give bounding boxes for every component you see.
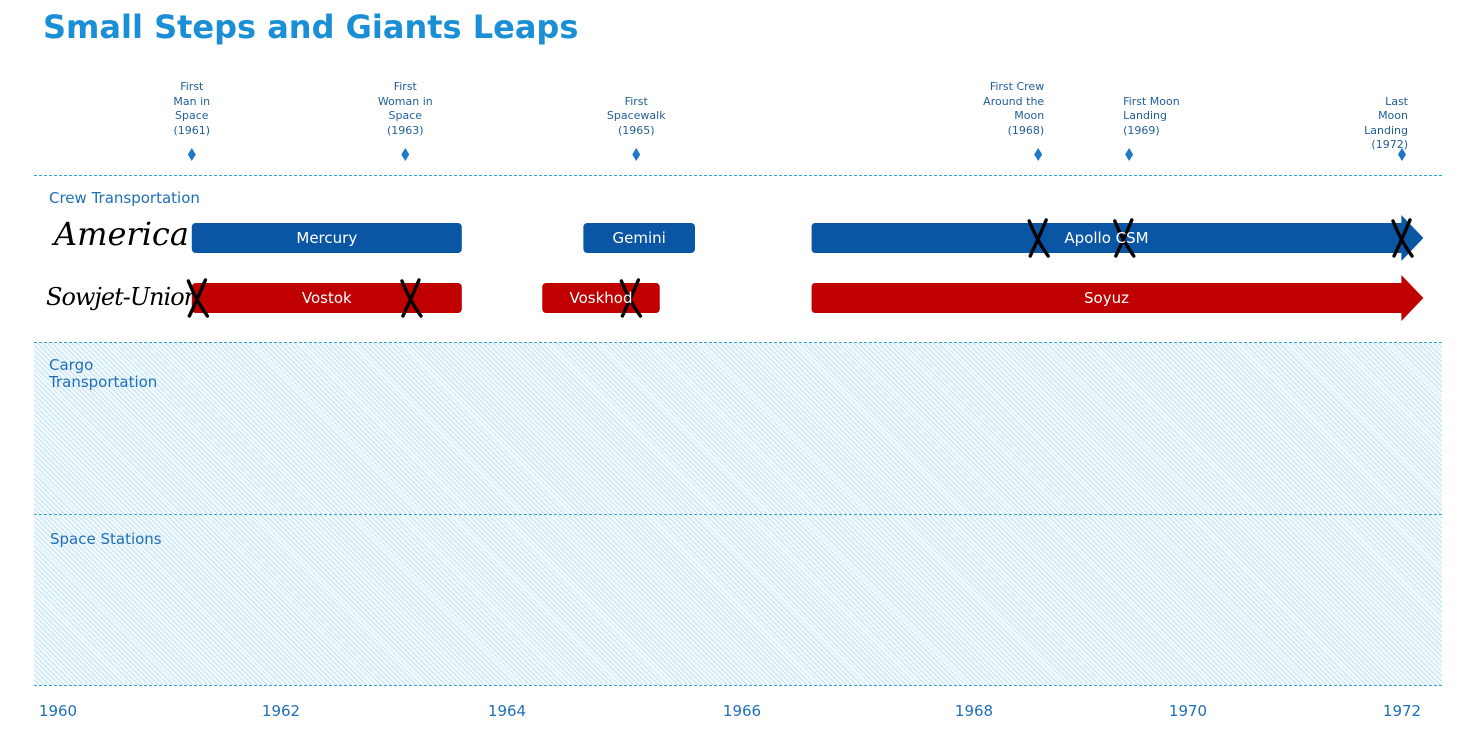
bar-label-vostok: Vostok bbox=[301, 289, 352, 307]
milestone-marker bbox=[1398, 148, 1406, 161]
row-label-sowjet-union: Sowjet-Union bbox=[46, 283, 199, 311]
lane-label-crew: Crew Transportation bbox=[49, 189, 200, 207]
lane-divider-stations bbox=[34, 514, 1442, 515]
milestone-label: Last Moon Landing (1972) bbox=[1364, 94, 1408, 152]
bar-gemini bbox=[583, 223, 695, 253]
bar-label-voskhod: Voskhod bbox=[569, 289, 633, 307]
bar-label-mercury: Mercury bbox=[296, 229, 358, 247]
x-tick-label-1964: 1964 bbox=[487, 702, 527, 720]
lane-label-stations: Space Stations bbox=[50, 530, 162, 548]
x-tick-label-1968: 1968 bbox=[954, 702, 994, 720]
bar-apollo-csm bbox=[811, 215, 1424, 261]
milestone-label: First Spacewalk (1965) bbox=[606, 94, 666, 137]
lane-label-cargo: Cargo Transportation bbox=[49, 356, 158, 391]
milestone-marker bbox=[1034, 148, 1043, 161]
lane-divider-top bbox=[34, 175, 1442, 176]
cross-mark bbox=[400, 278, 423, 318]
milestone-marker bbox=[1125, 148, 1134, 161]
milestone-marker bbox=[632, 148, 641, 161]
row-label-america: America bbox=[54, 215, 189, 253]
stations-lane-background bbox=[34, 515, 1442, 685]
bar-soyuz bbox=[811, 275, 1424, 321]
bar-label-apollo-csm: Apollo CSM bbox=[1064, 229, 1149, 247]
milestone-marker bbox=[401, 148, 410, 161]
cross-mark bbox=[186, 278, 210, 318]
x-tick-label-1970: 1970 bbox=[1168, 702, 1208, 720]
cross-mark bbox=[1391, 218, 1414, 258]
bar-label-soyuz: Soyuz bbox=[1084, 289, 1129, 307]
milestone-label: First Man in Space (1961) bbox=[173, 80, 211, 137]
milestone-label: First Crew Around the Moon (1968) bbox=[983, 80, 1045, 137]
x-tick-label-1960: 1960 bbox=[38, 702, 78, 720]
lane-divider-bottom bbox=[34, 685, 1442, 686]
x-tick-label-1962: 1962 bbox=[261, 702, 301, 720]
milestone-label: First Moon Landing (1969) bbox=[1123, 94, 1180, 137]
bar-voskhod bbox=[542, 283, 660, 313]
bar-mercury bbox=[191, 223, 462, 253]
milestone-label: First Woman in Space (1963) bbox=[377, 80, 433, 137]
cross-mark bbox=[619, 278, 643, 318]
milestone-marker bbox=[187, 148, 196, 161]
lane-divider-cargo bbox=[34, 342, 1442, 343]
x-tick-label-1972: 1972 bbox=[1382, 702, 1422, 720]
chart-title: Small Steps and Giants Leaps bbox=[43, 8, 579, 46]
cross-mark bbox=[1113, 218, 1136, 258]
bar-vostok bbox=[191, 283, 462, 313]
cargo-lane-background bbox=[34, 343, 1442, 514]
x-tick-label-1966: 1966 bbox=[722, 702, 762, 720]
cross-mark bbox=[1027, 218, 1050, 258]
bar-label-gemini: Gemini bbox=[612, 229, 666, 247]
